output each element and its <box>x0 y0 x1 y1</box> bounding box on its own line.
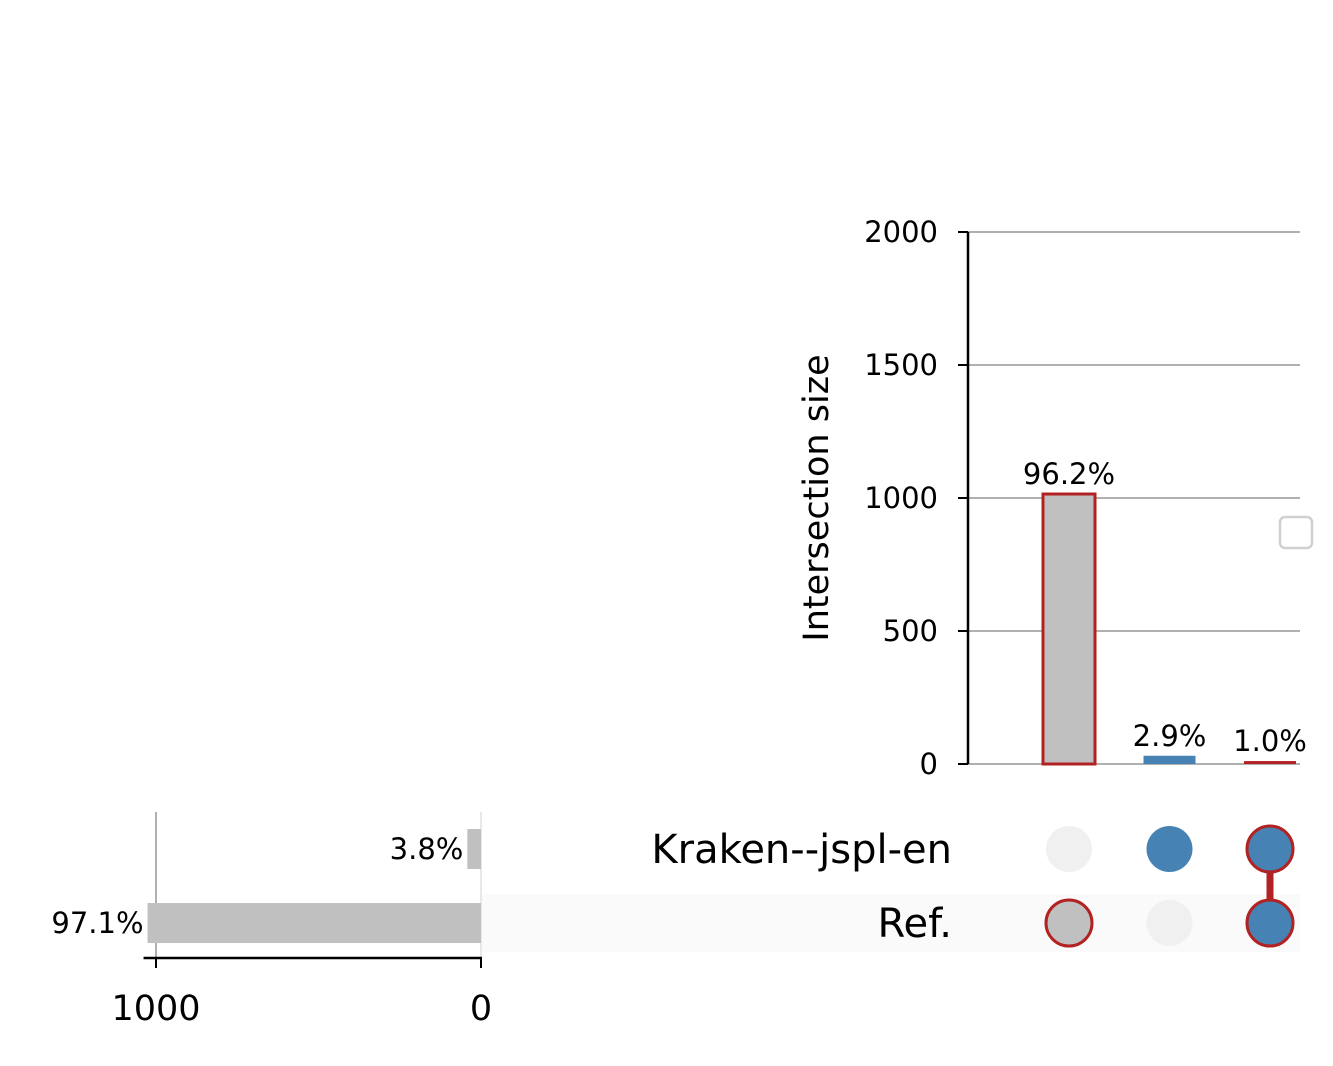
matrix-dot-inactive <box>1046 826 1092 872</box>
set-size-label: 3.8% <box>390 832 464 866</box>
axes <box>143 231 970 968</box>
intersection-bars <box>1041 492 1296 766</box>
y-tick-label: 500 <box>883 614 938 648</box>
matrix-dot-active <box>1044 898 1094 948</box>
matrix-dot-active <box>1146 826 1193 872</box>
matrix-dot-active <box>1245 824 1295 874</box>
set-name-label: Ref. <box>878 901 953 947</box>
set-size-bar <box>467 829 481 869</box>
x-tick-label: 1000 <box>111 989 200 1029</box>
y-tick-label: 2000 <box>864 215 938 249</box>
intersection-bar-label: 96.2% <box>1023 457 1115 491</box>
intersection-bar <box>1041 492 1097 766</box>
intersection-bar <box>1244 761 1296 764</box>
intersection-bar <box>1143 755 1196 764</box>
intersection-axis-title: Intersection size <box>797 354 837 641</box>
legend-box <box>1278 515 1314 550</box>
set-size-label: 97.1% <box>51 906 143 940</box>
labels: 0 500 1000 1500 2000 96.2% 2.9% 1.0% Kraken--jsp… <box>51 215 1306 1029</box>
x-tick-label: 0 <box>470 989 492 1029</box>
intersection-bar-label: 1.0% <box>1233 724 1307 758</box>
set-size-bar <box>147 903 482 943</box>
membership-matrix <box>1044 824 1295 948</box>
set-size-bars <box>147 829 482 943</box>
matrix-dot-inactive <box>1146 900 1193 946</box>
matrix-dot-active <box>1245 898 1295 948</box>
set-name-label: Kraken--jspl-en <box>651 827 952 873</box>
y-tick-label: 1500 <box>864 348 938 382</box>
intersection-bar-label: 2.9% <box>1133 719 1207 753</box>
y-tick-label: 0 <box>920 747 938 781</box>
y-tick-label: 1000 <box>864 481 938 515</box>
